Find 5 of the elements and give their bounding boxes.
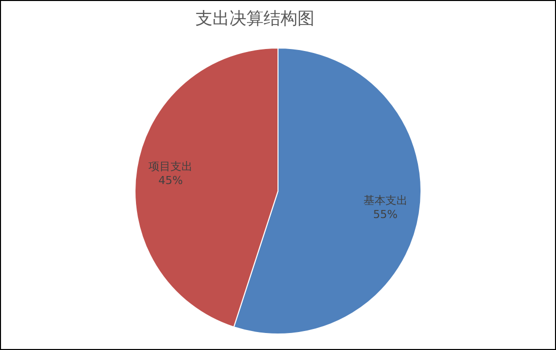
slice-label: 项目支出 <box>148 160 193 173</box>
data-label: 45% <box>158 174 183 187</box>
slice-label: 基本支出 <box>363 194 408 207</box>
chart-title: 支出决算结构图 <box>196 9 314 29</box>
data-label: 55% <box>373 208 398 221</box>
